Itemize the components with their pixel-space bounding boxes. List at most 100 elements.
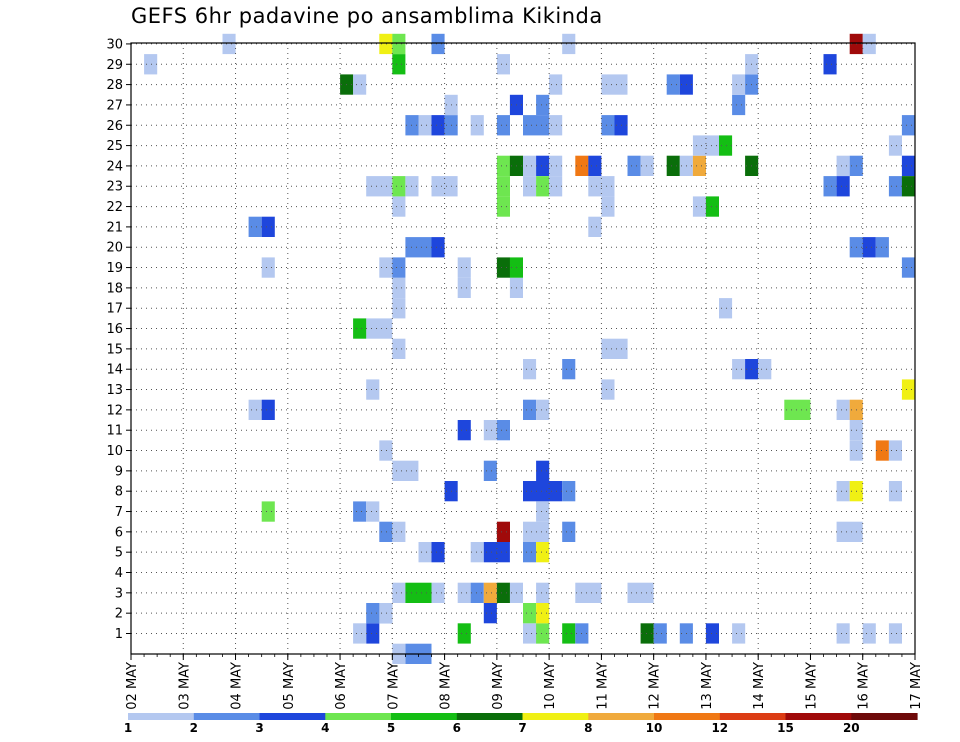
heatmap-cell bbox=[431, 33, 445, 55]
heatmap-cell bbox=[392, 54, 406, 75]
heatmap-cell bbox=[523, 603, 537, 624]
y-tick-label: 15 bbox=[106, 342, 123, 357]
heatmap-cell bbox=[601, 74, 628, 95]
heatmap-cell bbox=[536, 582, 550, 603]
y-tick-label: 23 bbox=[106, 180, 123, 195]
heatmap-cell bbox=[392, 582, 406, 603]
colorbar-segment bbox=[391, 713, 458, 720]
heatmap-cell bbox=[588, 216, 602, 237]
heatmap-cell bbox=[392, 521, 406, 542]
heatmap-cell bbox=[496, 54, 510, 75]
heatmap-cell bbox=[483, 582, 497, 603]
y-tick-label: 4 bbox=[115, 566, 123, 581]
heatmap-cell bbox=[836, 623, 850, 644]
y-tick-label: 2 bbox=[115, 607, 123, 622]
heatmap-cell bbox=[588, 155, 602, 176]
heatmap-cell bbox=[353, 623, 367, 644]
heatmap-cell bbox=[248, 399, 262, 420]
heatmap-cell bbox=[496, 155, 510, 176]
heatmap-cell bbox=[875, 440, 889, 461]
y-tick-label: 19 bbox=[106, 261, 123, 276]
heatmap-cell bbox=[784, 399, 811, 420]
heatmap-cell bbox=[353, 318, 367, 339]
heatmap-cell bbox=[536, 399, 550, 420]
heatmap-cell bbox=[536, 176, 550, 197]
heatmap-cell bbox=[366, 379, 380, 400]
heatmap-cell bbox=[392, 298, 406, 319]
heatmap-cell bbox=[392, 196, 406, 217]
heatmap-cell bbox=[601, 176, 615, 197]
colorbar-segment bbox=[719, 713, 787, 720]
colorbar-label: 10 bbox=[646, 721, 663, 735]
heatmap-cell bbox=[719, 135, 733, 156]
heatmap-cell bbox=[836, 481, 850, 502]
heatmap-cell bbox=[549, 115, 563, 136]
heatmap-cell bbox=[496, 257, 510, 278]
heatmap-cell bbox=[562, 623, 576, 644]
heatmap-cell bbox=[405, 582, 432, 603]
heatmap-cell bbox=[562, 359, 576, 380]
heatmap-cell bbox=[549, 74, 563, 95]
heatmap-cell bbox=[732, 359, 746, 380]
y-tick-label: 1 bbox=[115, 627, 123, 642]
heatmap-cell bbox=[692, 135, 719, 156]
heatmap-cell bbox=[392, 33, 406, 55]
heatmap-cell bbox=[888, 623, 902, 644]
y-tick-label: 18 bbox=[106, 281, 123, 296]
heatmap-cell bbox=[523, 359, 537, 380]
heatmap-cell bbox=[457, 257, 471, 278]
heatmap-cell bbox=[888, 481, 902, 502]
heatmap-cell bbox=[732, 623, 746, 644]
heatmap-cell bbox=[523, 155, 537, 176]
x-tick-label: 10 MAY bbox=[543, 662, 558, 710]
heatmap-cell bbox=[901, 115, 915, 136]
heatmap-cell bbox=[536, 501, 550, 522]
y-tick-label: 17 bbox=[106, 302, 123, 317]
heatmap-cell bbox=[875, 237, 889, 258]
heatmap-cell bbox=[496, 582, 510, 603]
colorbar-label: 1 bbox=[124, 721, 132, 735]
heatmap-cell bbox=[523, 542, 537, 563]
heatmap-cell bbox=[536, 623, 550, 644]
colorbar-segment bbox=[456, 713, 524, 720]
heatmap-cell bbox=[431, 237, 445, 258]
heatmap-cell bbox=[692, 196, 706, 217]
colorbar-label: 7 bbox=[518, 721, 526, 735]
heatmap-cell bbox=[732, 74, 746, 95]
heatmap-cell bbox=[836, 521, 863, 542]
heatmap-cell bbox=[261, 257, 275, 278]
heatmap-cell bbox=[862, 623, 876, 644]
heatmap-cell bbox=[601, 379, 615, 400]
y-tick-label: 7 bbox=[115, 505, 123, 520]
heatmap-cell bbox=[705, 623, 719, 644]
colorbar-label: 4 bbox=[321, 721, 329, 735]
heatmap-cell bbox=[496, 176, 510, 197]
heatmap-cell bbox=[640, 155, 654, 176]
heatmap-cell bbox=[523, 481, 563, 502]
y-tick-label: 6 bbox=[115, 525, 123, 540]
heatmap-cell bbox=[470, 582, 484, 603]
colorbar-label: 6 bbox=[453, 721, 461, 735]
heatmap-cell bbox=[496, 420, 510, 441]
heatmap-cell bbox=[431, 176, 458, 197]
heatmap-cell bbox=[470, 542, 484, 563]
heatmap-cell bbox=[261, 216, 275, 237]
heatmap-cell bbox=[457, 582, 471, 603]
heatmap-cell bbox=[888, 176, 902, 197]
heatmap-cell bbox=[366, 501, 380, 522]
colorbar-segment bbox=[522, 713, 589, 720]
y-tick-label: 11 bbox=[106, 424, 123, 439]
heatmap-cell bbox=[666, 74, 680, 95]
colorbar-label: 15 bbox=[777, 721, 794, 735]
heatmap-cell bbox=[366, 318, 393, 339]
heatmap-cell bbox=[627, 155, 641, 176]
x-tick-label: 03 MAY bbox=[177, 662, 192, 710]
heatmap-cell bbox=[640, 623, 654, 644]
heatmap-cell bbox=[523, 399, 537, 420]
heatmap-cell bbox=[836, 155, 850, 176]
x-tick-label: 05 MAY bbox=[282, 662, 297, 710]
heatmap-cell bbox=[379, 257, 393, 278]
heatmap-cell bbox=[888, 135, 902, 156]
heatmap-cell bbox=[601, 196, 615, 217]
heatmap-cell bbox=[836, 176, 850, 197]
